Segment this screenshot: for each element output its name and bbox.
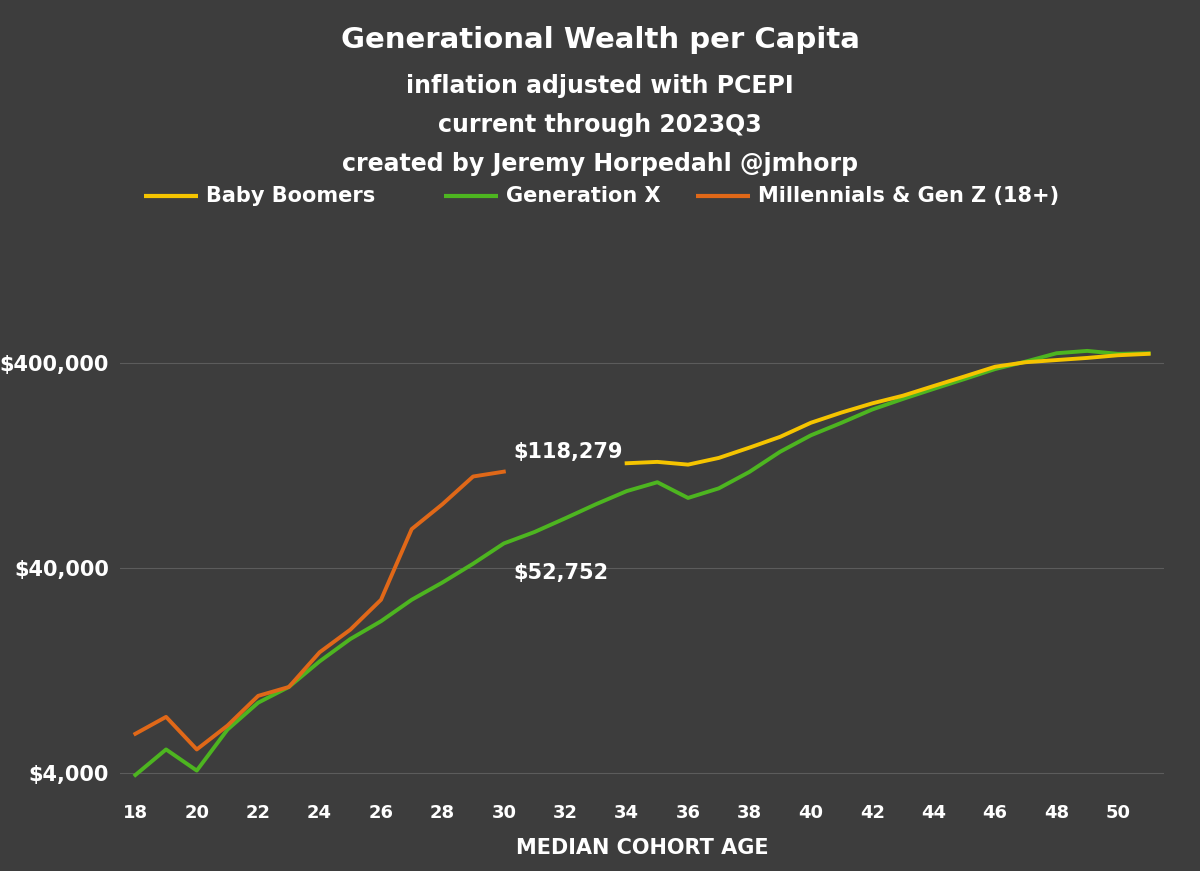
Text: created by Jeremy Horpedahl @jmhorp: created by Jeremy Horpedahl @jmhorp (342, 152, 858, 177)
Text: $118,279: $118,279 (514, 442, 623, 462)
Text: Generation X: Generation X (506, 186, 661, 206)
X-axis label: MEDIAN COHORT AGE: MEDIAN COHORT AGE (516, 839, 768, 859)
Text: $52,752: $52,752 (514, 564, 608, 584)
Text: inflation adjusted with PCEPI: inflation adjusted with PCEPI (406, 74, 794, 98)
Text: Millennials & Gen Z (18+): Millennials & Gen Z (18+) (758, 186, 1060, 206)
Text: current through 2023Q3: current through 2023Q3 (438, 113, 762, 138)
Text: Baby Boomers: Baby Boomers (206, 186, 376, 206)
Text: Generational Wealth per Capita: Generational Wealth per Capita (341, 26, 859, 54)
